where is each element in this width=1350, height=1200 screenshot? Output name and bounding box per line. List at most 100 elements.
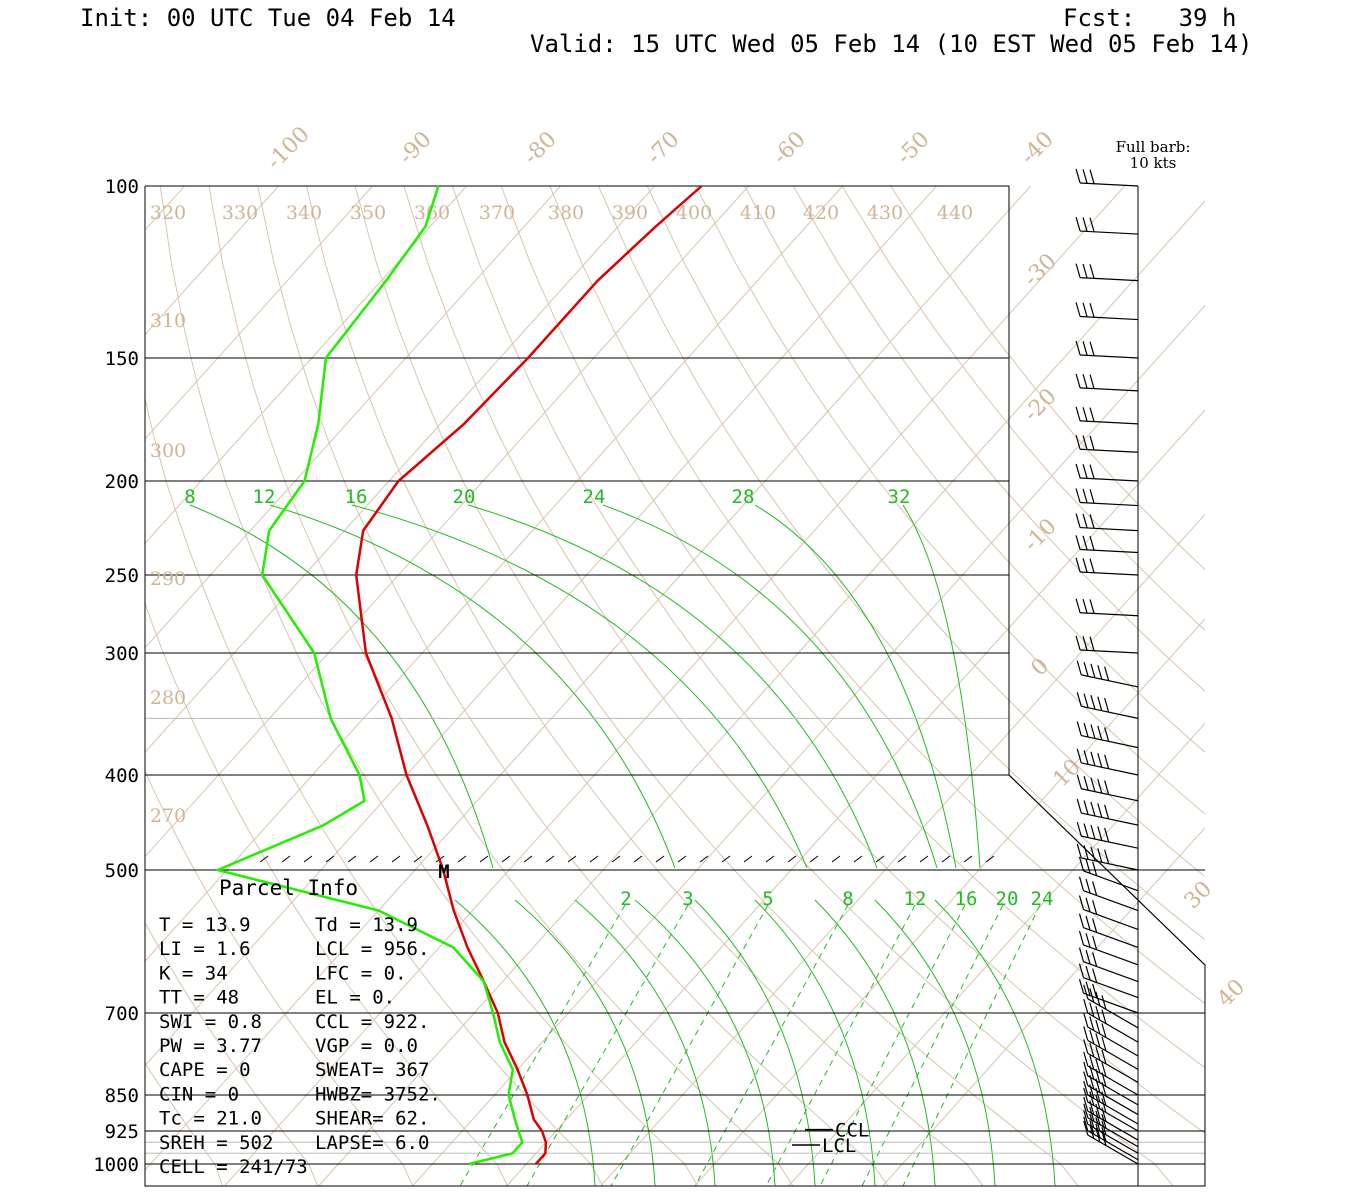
wind-barb — [1075, 263, 1139, 282]
dry-adiabat-line — [145, 921, 319, 1186]
hatch-mark — [787, 855, 797, 863]
hatch-mark — [985, 855, 995, 863]
mixing-ratio-line — [351, 504, 808, 869]
hatch-mark — [633, 855, 643, 863]
mixing-ratio-label: 24 — [583, 486, 606, 508]
hatch-mark — [963, 855, 973, 863]
wind-barb — [1083, 1012, 1139, 1057]
dry-adiabat-line — [500, 186, 1205, 1069]
wind-barb — [1075, 598, 1139, 617]
hatch-mark — [281, 855, 291, 863]
pressure-tick-label: 100 — [105, 176, 139, 198]
hatch-mark — [919, 855, 929, 863]
forecast-hour: Fcst: 39 h — [1063, 4, 1237, 32]
isotherm-line — [412, 304, 1205, 1186]
theta-label: 320 — [150, 202, 186, 224]
wind-barb — [1075, 406, 1139, 425]
dry-adiabat-line — [145, 601, 509, 1186]
mixing-ratio-label: 12 — [904, 888, 927, 910]
wind-barb — [1078, 913, 1139, 949]
parcel-row-left: CAPE = 0 — [159, 1059, 251, 1081]
wind-barb — [1078, 930, 1139, 966]
parcel-row-right: SHEAR= 62. — [315, 1108, 429, 1130]
wind-barb — [1075, 635, 1139, 654]
isotherm-line — [145, 186, 937, 1067]
isotherm-line — [145, 186, 561, 649]
hatch-mark — [809, 855, 819, 863]
mixing-ratio-label: 16 — [345, 486, 368, 508]
wind-barb — [1083, 1103, 1139, 1148]
isotherm-line — [694, 618, 1205, 1186]
dry-adiabat-line — [549, 186, 1205, 1005]
wind-barb — [1076, 721, 1139, 749]
isotherm-line — [145, 186, 373, 440]
dry-adiabat-line — [0, 186, 128, 1186]
mixing-ratio-label: 5 — [762, 888, 773, 910]
moist-adiabat-line — [754, 899, 876, 1186]
theta-label: 400 — [676, 202, 712, 224]
wind-barb — [1083, 1116, 1139, 1161]
mixing-ratio-labels: 8 12 16 20 24 28 32 2 3 5 8 12 16 20 24 — [184, 486, 1053, 910]
hatch-mark — [347, 855, 357, 863]
theta-label: 390 — [612, 202, 648, 224]
isotherm-label: -100 — [262, 122, 315, 175]
pressure-tick-label: 150 — [105, 348, 139, 370]
parcel-row-right: LAPSE= 6.0 — [315, 1132, 429, 1154]
pressure-tick-label: 200 — [105, 471, 139, 493]
sounding-profiles — [216, 185, 703, 1166]
hatch-mark — [853, 855, 863, 863]
lower-mixing-ratio-lines — [454, 899, 1056, 1186]
hatch-mark — [259, 855, 269, 863]
mixing-ratio-label: 20 — [453, 486, 476, 508]
parcel-row-right: SWEAT= 367 — [315, 1059, 429, 1081]
valid-time: Valid: 15 UTC Wed 05 Feb 14 (10 EST Wed … — [530, 30, 1253, 58]
isotherm-line — [600, 513, 1205, 1186]
hatch-mark — [831, 855, 841, 863]
isotherm-line — [145, 186, 1031, 1171]
isotherm-label: -20 — [1019, 384, 1062, 427]
mixing-ratio-line — [861, 904, 1004, 1186]
parcel-row-right: LCL = 956. — [315, 938, 429, 960]
parcel-row-right: CCL = 922. — [315, 1011, 429, 1033]
isotherm-label: -50 — [892, 127, 935, 170]
mixing-ratio-line — [467, 504, 878, 869]
hatch-mark — [479, 855, 489, 863]
isotherm-label: 40 — [1213, 975, 1250, 1012]
init-time: Init: 00 UTC Tue 04 Feb 14 — [80, 4, 456, 32]
mixing-ratio-label: 16 — [955, 888, 978, 910]
wind-barb — [1076, 774, 1139, 802]
moist-adiabat-line — [454, 899, 596, 1186]
wind-barb — [1076, 692, 1139, 719]
theta-label: 290 — [150, 568, 186, 590]
mixing-ratio-line — [189, 504, 494, 869]
theta-label: 300 — [150, 440, 186, 462]
hatch-mark — [699, 855, 709, 863]
dry-adiabat-line — [208, 186, 794, 1186]
theta-label: 380 — [548, 202, 584, 224]
wind-barb — [1075, 535, 1139, 554]
chart-frame — [144, 185, 1206, 1187]
wind-barb — [1075, 488, 1139, 507]
isotherm-label: -70 — [642, 127, 685, 170]
wind-barb — [1075, 373, 1139, 392]
parcel-row-right: HWBZ= 3752. — [315, 1083, 441, 1105]
wind-barb — [1075, 168, 1139, 187]
pressure-tick-label: 250 — [105, 565, 139, 587]
mixing-ratio-line — [902, 504, 981, 869]
dry-adiabat-line — [744, 186, 1205, 753]
hatch-mark — [897, 855, 907, 863]
isotherm-label: -80 — [519, 127, 562, 170]
parcel-row-right: LFC = 0. — [315, 962, 407, 984]
mixing-ratio-line — [610, 904, 769, 1186]
moist-adiabat-line — [814, 899, 936, 1186]
dewpoint-profile — [216, 185, 524, 1166]
isotherm-line — [145, 186, 749, 858]
mixing-ratio-line — [602, 504, 938, 869]
theta-label: 360 — [414, 202, 450, 224]
wind-barb — [1078, 947, 1139, 983]
wind-barb — [1078, 963, 1139, 999]
hatch-mark — [611, 855, 621, 863]
wind-barb — [1075, 340, 1139, 359]
moist-adiabat-line — [574, 899, 716, 1186]
